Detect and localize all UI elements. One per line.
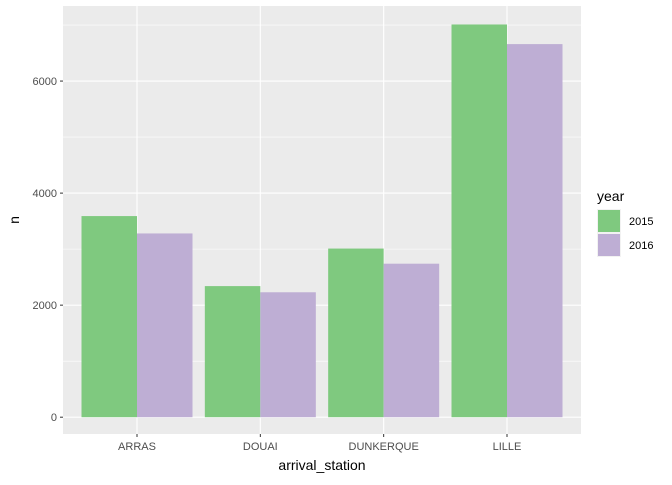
x-tick-label: DOUAI <box>243 441 278 453</box>
legend-title: year <box>597 188 625 204</box>
x-tick-label: ARRAS <box>118 441 156 453</box>
bar-douai-2015 <box>204 286 261 418</box>
bar-dunkerque-2015 <box>328 248 384 418</box>
y-tick-label: 4000 <box>33 188 57 200</box>
x-axis-ticks: ARRAS DOUAI DUNKERQUE LILLE <box>118 434 521 453</box>
legend-items: 2015 2016 <box>597 209 653 257</box>
y-tick-label: 0 <box>51 412 57 424</box>
y-tick-label: 2000 <box>33 300 57 312</box>
bar-arras-2016 <box>137 233 193 418</box>
bar-dunkerque-2016 <box>383 263 440 418</box>
bar-arras-2015 <box>81 216 137 418</box>
legend-label-2015: 2015 <box>629 216 653 228</box>
bar-douai-2016 <box>260 292 316 418</box>
legend-label-2016: 2016 <box>629 240 653 252</box>
legend-swatch-2016 <box>598 234 620 256</box>
legend: year 2015 2016 <box>597 188 653 257</box>
bar-lille-2015 <box>451 24 507 418</box>
y-axis-ticks: 0 2000 4000 6000 <box>33 76 63 424</box>
x-axis-title: arrival_station <box>278 457 365 473</box>
y-axis-title: n <box>6 216 22 224</box>
y-tick-label: 6000 <box>33 76 57 88</box>
x-tick-label: LILLE <box>493 441 522 453</box>
x-tick-label: DUNKERQUE <box>349 441 419 453</box>
bar-lille-2016 <box>507 44 563 418</box>
legend-swatch-2015 <box>598 210 620 232</box>
bars <box>81 24 563 418</box>
